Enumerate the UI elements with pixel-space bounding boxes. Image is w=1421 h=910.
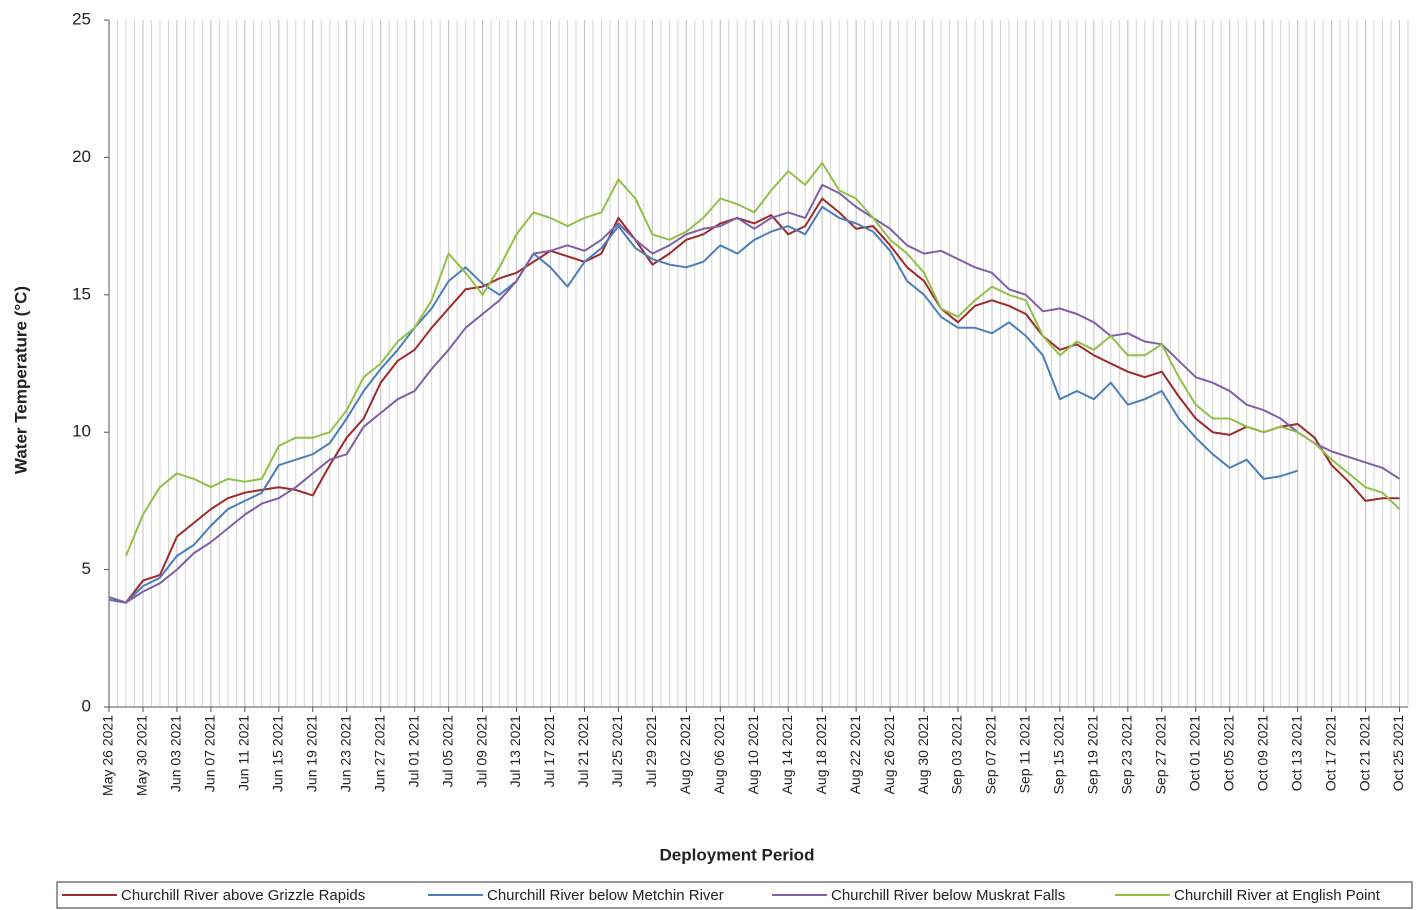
y-tick-label: 25	[72, 9, 91, 28]
x-tick-label: Jul 17 2021	[541, 715, 557, 788]
x-tick-label: Aug 14 2021	[779, 715, 795, 795]
legend-label: Churchill River below Metchin River	[487, 887, 724, 904]
x-axis-label: Deployment Period	[660, 845, 815, 864]
x-tick-label: Sep 03 2021	[949, 715, 965, 795]
y-tick-label: 0	[82, 696, 91, 715]
x-tick-label: Oct 05 2021	[1220, 715, 1236, 791]
x-tick-label: Sep 27 2021	[1152, 715, 1168, 795]
x-tick-label: Sep 23 2021	[1119, 715, 1135, 795]
x-tick-label: Oct 25 2021	[1390, 715, 1406, 791]
x-tick-label: Jun 07 2021	[202, 715, 218, 792]
x-tick-label: Aug 10 2021	[745, 715, 761, 795]
x-tick-label: Aug 22 2021	[847, 715, 863, 795]
x-tick-label: Jul 01 2021	[405, 715, 421, 788]
x-tick-label: Oct 21 2021	[1356, 715, 1372, 791]
x-tick-label: May 26 2021	[100, 715, 116, 796]
x-tick-label: Jun 11 2021	[236, 715, 252, 791]
x-tick-label: Aug 18 2021	[813, 715, 829, 795]
x-tick-label: Aug 02 2021	[677, 715, 693, 795]
x-tick-label: Oct 01 2021	[1186, 715, 1202, 791]
y-tick-label: 10	[72, 422, 91, 441]
x-tick-label: Jul 05 2021	[439, 715, 455, 788]
x-tick-label: Oct 13 2021	[1288, 715, 1304, 791]
x-tick-label: Jun 23 2021	[337, 715, 353, 792]
x-tick-label: May 30 2021	[134, 715, 150, 796]
x-tick-label: Jul 09 2021	[473, 715, 489, 788]
x-tick-label: Jun 03 2021	[168, 715, 184, 792]
x-tick-label: Oct 17 2021	[1322, 715, 1338, 791]
x-tick-label: Jun 15 2021	[270, 715, 286, 792]
x-tick-label: Jul 21 2021	[575, 715, 591, 788]
x-tick-label: Sep 07 2021	[983, 715, 999, 795]
x-tick-label: Aug 30 2021	[915, 715, 931, 795]
x-tick-label: Sep 19 2021	[1085, 715, 1101, 795]
legend-label: Churchill River below Muskrat Falls	[831, 887, 1065, 904]
y-tick-label: 5	[82, 559, 91, 578]
x-tick-label: Jul 29 2021	[643, 715, 659, 788]
x-tick-label: Jul 13 2021	[507, 715, 523, 788]
x-tick-label: Sep 11 2021	[1017, 715, 1033, 794]
series-line	[125, 161, 1401, 557]
y-tick-label: 20	[72, 147, 91, 166]
x-tick-label: Aug 06 2021	[711, 715, 727, 795]
series-line	[108, 183, 1401, 604]
x-tick-label: Aug 26 2021	[881, 715, 897, 795]
legend-label: Churchill River above Grizzle Rapids	[121, 887, 365, 904]
x-tick-label: Jun 19 2021	[303, 715, 319, 792]
y-tick-label: 15	[72, 284, 91, 303]
x-tick-label: Sep 15 2021	[1051, 715, 1067, 795]
y-axis-label: Water Temperature (°C)	[11, 286, 30, 474]
legend-label: Churchill River at English Point	[1174, 887, 1381, 904]
series-line	[108, 205, 1298, 604]
x-tick-label: Jun 27 2021	[371, 715, 387, 792]
x-tick-label: Oct 09 2021	[1254, 715, 1270, 791]
x-tick-label: Jul 25 2021	[609, 715, 625, 788]
legend-box	[56, 881, 1413, 909]
series-line	[108, 197, 1400, 604]
